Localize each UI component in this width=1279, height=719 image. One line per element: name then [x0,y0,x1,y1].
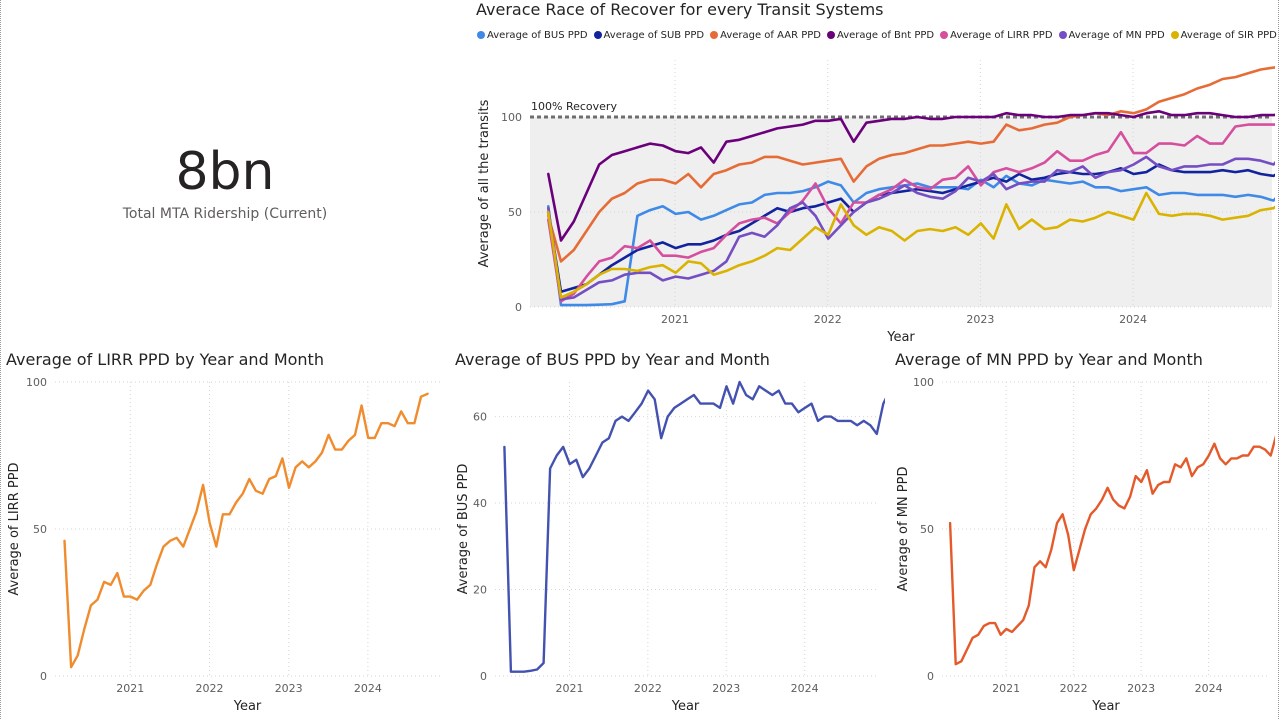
x-axis-title: Year [233,699,262,714]
x-tick-label: 2021 [661,313,689,326]
x-axis-title: Year [886,330,915,345]
reference-line-label: 100% Recovery [531,100,617,113]
y-tick-label: 0 [927,670,934,683]
series-line [547,66,1275,263]
x-tick-label: 2022 [1060,682,1088,695]
x-tick-label: 2024 [354,682,382,695]
legend-marker [710,31,719,39]
lirr-chart[interactable]: 2021 2022 2023 2024 0 50 100 Year Average of LIR… [0,370,445,719]
series-line [547,155,1275,301]
y-tick-label: 0 [480,670,487,683]
mn-chart-title: Average of MN PPD by Year and Month [895,350,1203,369]
kpi-value: 8bn [175,142,275,202]
legend-label: Average of MN PPD [1068,30,1165,41]
x-tick-label: 2024 [1119,313,1147,326]
kpi-label: Total MTA Ridership (Current) [122,206,328,222]
x-tick-label: 2021 [992,682,1020,695]
y-tick-label: 40 [473,497,487,510]
series-line [547,191,1275,299]
series-line [547,109,1275,242]
legend-label: Average of BUS PPD [487,30,588,41]
legend-item[interactable]: Average of SUB PPD [593,30,705,41]
x-tick-label: 2021 [116,682,144,695]
x-tick-label: 2023 [966,313,994,326]
y-tick-label: 50 [920,523,934,536]
y-axis-title: Average of BUS PPD [456,464,471,595]
legend-marker [940,31,949,39]
x-tick-label: 2022 [814,313,842,326]
series-line [547,174,1275,307]
y-axis-title: Average of MN PPD [896,467,911,592]
y-axis-title: Average of all the transits [477,99,492,267]
main-chart[interactable]: 2021 2022 2023 2024 0 50 100 100% Recovery Year A… [470,50,1275,345]
y-tick-label: 100 [501,111,522,124]
bus-chart[interactable]: 2021 2022 2023 2024 0 20 40 60 Year Average of BU… [450,370,885,719]
x-tick-label: 2024 [1195,682,1223,695]
left-edge-divider [0,0,1,719]
x-tick-label: 2023 [275,682,303,695]
legend-item[interactable]: Average of Bnt PPD [826,30,935,41]
series-line [503,380,885,673]
x-tick-label: 2023 [712,682,740,695]
legend-label: Average of SIR PPD [1180,30,1277,41]
x-tick-label: 2022 [634,682,662,695]
x-tick-label: 2023 [1127,682,1155,695]
legend-item[interactable]: Average of BUS PPD [477,30,588,41]
legend-label: Average of AAR PPD [720,30,821,41]
x-tick-label: 2024 [791,682,819,695]
y-tick-label: 0 [40,670,47,683]
legend-label: Average of SUB PPD [603,30,705,41]
legend-marker [826,31,835,39]
x-axis-title: Year [671,699,700,714]
y-tick-label: 50 [33,523,47,536]
series-line [547,123,1275,303]
y-axis-title: Average of LIRR PPD [7,462,22,595]
legend-item[interactable]: Average of AAR PPD [710,30,821,41]
y-tick-label: 0 [515,301,522,314]
legend-item[interactable]: Average of LIRR PPD [940,30,1053,41]
mn-chart[interactable]: 2021 2022 2023 2024 0 50 100 Year Average of MN … [890,370,1275,719]
x-tick-label: 2021 [555,682,583,695]
lirr-chart-title: Average of LIRR PPD by Year and Month [6,350,324,369]
legend-label: Average of Bnt PPD [836,30,935,41]
x-axis-title: Year [1091,699,1120,714]
y-tick-label: 50 [508,206,522,219]
legend-label: Average of LIRR PPD [950,30,1053,41]
kpi-card[interactable]: 8bn Total MTA Ridership (Current) [60,140,390,240]
y-tick-label: 60 [473,411,487,424]
legend-marker [1170,31,1179,39]
legend-marker [477,31,485,39]
main-chart-title: Averace Race of Recover for every Transi… [476,0,884,19]
x-tick-label: 2022 [195,682,223,695]
series-line [63,392,429,669]
y-tick-label: 20 [473,584,487,597]
y-tick-label: 100 [913,376,934,389]
legend-item[interactable]: Average of MN PPD [1058,30,1165,41]
y-tick-label: 100 [26,376,47,389]
legend-marker [593,31,602,39]
series-line [948,435,1275,666]
main-chart-legend[interactable]: Average of BUS PPD Average of SUB PPD Aver… [477,30,1277,46]
legend-item[interactable]: Average of SIR PPD [1170,30,1277,41]
bus-chart-title: Average of BUS PPD by Year and Month [455,350,770,369]
legend-marker [1058,31,1067,39]
